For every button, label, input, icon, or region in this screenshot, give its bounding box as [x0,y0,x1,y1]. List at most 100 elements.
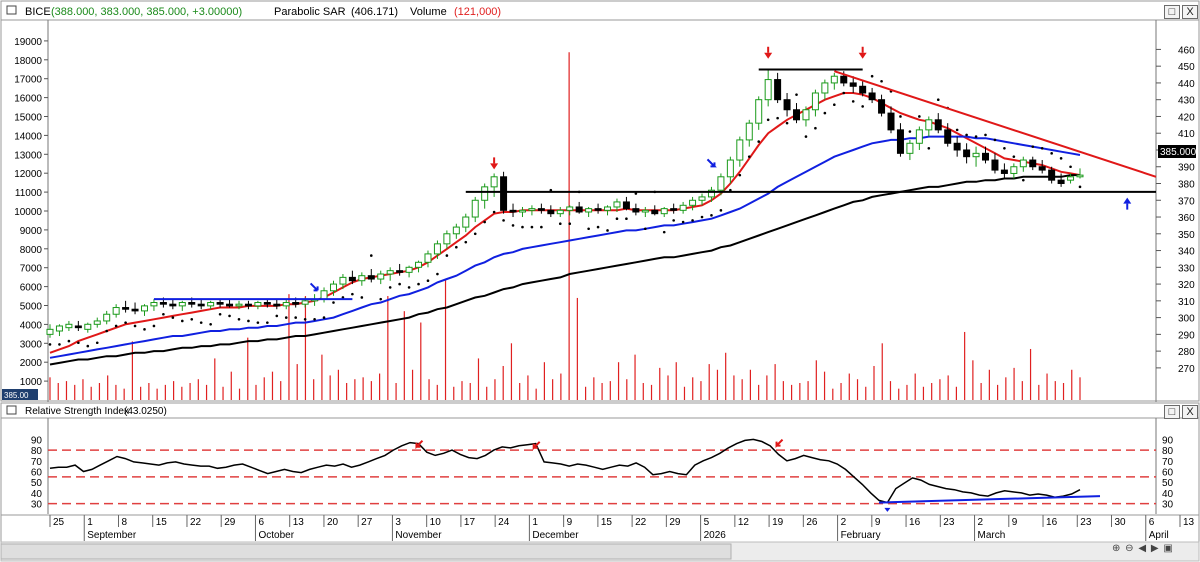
candle [386,267,394,281]
candle-body [887,112,895,131]
time-tick-label: 15 [156,517,168,528]
close-button[interactable]: X [1182,5,1198,19]
sar-dot [870,74,874,78]
candle [689,196,697,211]
candles [46,69,1084,338]
candle [131,302,139,315]
sar-dot [502,219,505,222]
rsi-arrow-icon [532,441,541,451]
sar-dot [1050,152,1053,155]
candle-body [575,206,583,213]
candle-body [112,307,120,315]
sar-dot [48,343,52,346]
rsi-collapse-icon[interactable] [6,405,17,415]
sar-dot [1031,145,1035,148]
candle-body [783,99,791,111]
candle-body [367,275,375,280]
sar-dot [993,138,997,142]
candle [707,186,715,202]
candle-body [1038,166,1046,171]
candle [745,119,753,147]
candle [925,116,933,137]
candle [547,205,555,218]
sar-dot [644,227,647,231]
candle-body [622,201,630,210]
candle [528,205,536,216]
rsi-tick-label-right: 70 [1162,457,1174,468]
candle-body [301,300,309,305]
symbol-label: BICE [25,6,51,18]
rsi-tick-label-left: 70 [31,457,43,468]
candle [244,300,252,310]
sar-dot [388,286,392,289]
scroll-right-icon[interactable]: ▶ [1150,543,1160,554]
candle [556,206,564,218]
sar-dot [729,188,732,192]
sar-dot [634,192,638,195]
sar-dot [596,225,600,229]
sar-dot [417,282,420,286]
time-tick-label: 6 [1149,517,1155,528]
candle-body [244,303,252,307]
volume-tick-label: 4000 [20,320,43,331]
price-panel-titlebar [0,0,1200,21]
time-tick-label: 15 [601,517,613,528]
sar-dot [823,111,827,115]
candle [235,300,243,310]
scrollbar-thumb[interactable] [0,543,732,560]
sar-dot [1059,157,1063,160]
zoom-out-icon[interactable]: ⊖ [1125,543,1135,554]
candle-body [84,323,92,330]
zoom-in-icon[interactable]: ⊕ [1112,543,1122,554]
rsi-tick-label-left: 90 [31,435,43,446]
candle-body [1057,179,1065,185]
sar-dot [455,245,458,249]
sar-dot [700,215,704,219]
time-tick-label: 22 [635,517,647,528]
volume-tick-label: 8000 [20,245,43,256]
sar-dot [256,321,260,324]
volume-tick-label: 3000 [20,339,43,350]
candle [358,272,366,286]
candle-body [235,303,243,307]
rsi-tick-label-right: 90 [1162,435,1174,446]
candle [575,201,583,214]
candle-body [415,261,423,268]
scroll-left-icon[interactable]: ◀ [1138,543,1148,554]
rsi-tick-label-right: 60 [1162,468,1174,479]
sar-dot [492,210,496,214]
resistance-trendline [834,70,1157,178]
sar-dot [473,232,477,236]
rsi-tick-label-left: 60 [31,468,43,479]
volume-tick-label: 7000 [20,264,43,275]
time-tick-label: 6 [258,517,264,528]
time-tick-label: 8 [121,517,127,528]
candle-body [150,302,158,307]
navigation-buttons[interactable]: ⊕ ⊖ ◀ ▶ ▣ [1112,543,1174,554]
rsi-close-button[interactable]: X [1182,405,1198,419]
maximize-button[interactable]: □ [1164,5,1180,19]
panel-collapse-icon[interactable] [6,5,17,15]
sar-dot [294,316,297,319]
candle-body [481,186,489,201]
price-tick-label: 390 [1178,163,1195,174]
sar-dot [899,115,902,118]
candle-body [74,325,82,329]
candle-body [915,129,923,144]
candle-body [188,302,196,305]
time-tick-label: 13 [1183,517,1195,528]
candle-body [953,142,961,151]
sar-dot [190,317,194,321]
sar-dot [530,225,534,229]
time-tick-label: 2 [841,517,847,528]
rsi-maximize-button[interactable]: □ [1164,405,1180,419]
candle-body [433,243,441,255]
price-tick-label: 310 [1178,297,1195,308]
time-tick-label: 30 [1115,517,1127,528]
fit-icon[interactable]: ▣ [1163,543,1174,554]
candle [490,173,498,197]
candle [726,156,734,184]
candle-body [1010,166,1018,174]
sar-dot [1022,178,1025,182]
volume-value: (121,000) [454,6,501,18]
